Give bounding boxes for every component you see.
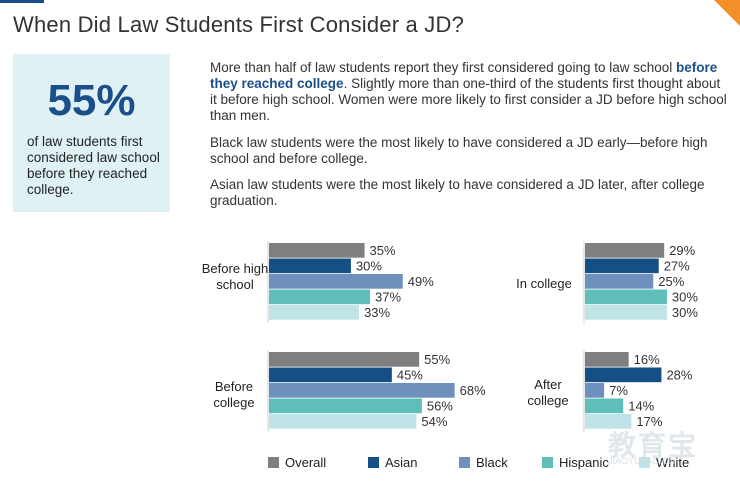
bar-asian [585, 258, 659, 274]
bar-value-label: 17% [636, 414, 662, 429]
bar-overall [585, 243, 665, 258]
bar-asian [585, 367, 662, 383]
bar-value-label: 68% [460, 383, 486, 398]
legend-swatch-asian [368, 457, 379, 468]
bar-asian [269, 258, 351, 274]
legend-label-asian: Asian [385, 455, 418, 470]
bar-value-label: 27% [664, 259, 690, 274]
legend-label-black: Black [476, 455, 508, 470]
bar-hispanic [585, 398, 624, 414]
bar-black [269, 383, 455, 398]
bar-black [269, 274, 403, 289]
group-label-after-college: After college [527, 377, 569, 408]
bar-black [585, 274, 654, 289]
legend-swatch-hispanic [542, 457, 553, 468]
top-accent-line [0, 0, 44, 3]
highlight-text: of law students first considered law sch… [27, 134, 160, 197]
bar-value-label: 7% [609, 383, 628, 398]
legend-swatch-black [459, 457, 470, 468]
corner-accent [714, 0, 740, 26]
legend-swatch-white [639, 457, 650, 468]
legend-item-asian: Asian [368, 455, 418, 470]
bar-asian [269, 367, 392, 383]
legend-item-white: White [639, 455, 689, 470]
bar-overall [585, 352, 629, 367]
legend-item-overall: Overall [268, 455, 326, 470]
bar-overall [269, 352, 420, 367]
bar-value-label: 30% [672, 305, 698, 320]
highlight-stat: 55% [47, 76, 136, 125]
paragraph-1: More than half of law students report th… [210, 60, 730, 124]
bar-value-label: 45% [397, 368, 423, 383]
legend-label-overall: Overall [285, 455, 327, 470]
legend-label-hispanic: Hispanic [559, 455, 609, 470]
watermark-sub: JIAOYUBAO.CN [608, 456, 676, 466]
bar-value-label: 29% [669, 243, 695, 258]
bar-hispanic [269, 289, 371, 305]
bar-white [269, 414, 417, 429]
paragraph-3: Asian law students were the most likely … [210, 177, 705, 208]
bar-overall [269, 243, 365, 258]
bar-hispanic [269, 398, 422, 414]
group-label-in-college: In college [516, 276, 572, 291]
bar-value-label: 55% [424, 352, 450, 367]
highlight-box: 55% of law students first considered law… [13, 54, 170, 212]
bar-value-label: 33% [364, 305, 390, 320]
paragraph-1-highlight: before they reached college [210, 60, 718, 91]
bar-value-label: 35% [370, 243, 396, 258]
page-title: When Did Law Students First Consider a J… [13, 12, 465, 37]
legend-item-black: Black [459, 455, 508, 470]
bar-value-label: 25% [658, 274, 684, 289]
bar-white [585, 414, 632, 429]
paragraph-1-start: More than half of law students report th… [210, 60, 677, 75]
group-label-before-college: Before college [213, 379, 255, 410]
legend-item-hispanic: Hispanic [542, 455, 609, 470]
bar-white [585, 305, 667, 320]
paragraph-1-end: . Slightly more than one-third of the st… [210, 76, 727, 123]
bar-value-label: 54% [421, 414, 447, 429]
paragraph-2: Black law students were the most likely … [210, 135, 708, 166]
watermark: 教育宝 [608, 430, 699, 461]
bar-hispanic [585, 289, 667, 305]
bar-value-label: 30% [672, 290, 698, 305]
bar-white [269, 305, 360, 320]
legend-swatch-overall [268, 457, 279, 468]
legend-label-white: White [656, 455, 690, 470]
group-label-before-high-school: Before high school [201, 261, 269, 292]
bar-black [585, 383, 605, 398]
bar-value-label: 30% [356, 259, 382, 274]
bar-value-label: 28% [666, 368, 692, 383]
bar-value-label: 16% [634, 352, 660, 367]
bar-value-label: 37% [375, 290, 401, 305]
bar-value-label: 56% [427, 399, 453, 414]
bar-value-label: 49% [408, 274, 434, 289]
bar-value-label: 14% [628, 399, 654, 414]
